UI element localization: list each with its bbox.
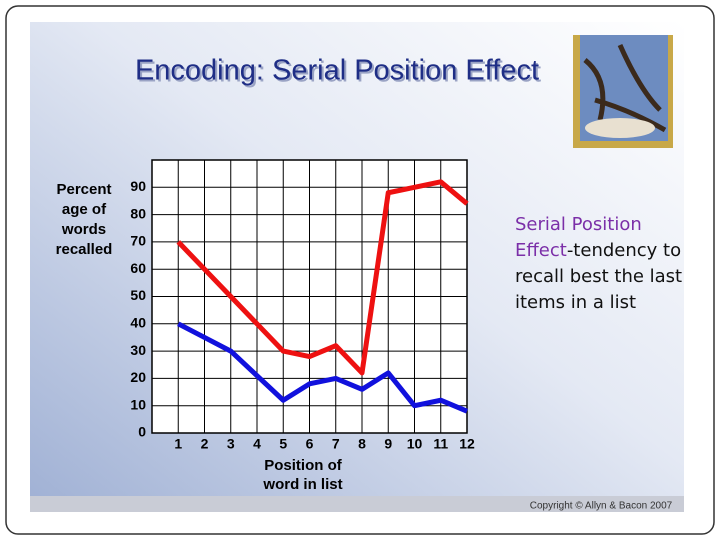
data-line bbox=[176, 179, 469, 376]
y-axis-label: age of bbox=[62, 201, 107, 218]
y-axis-label: words bbox=[61, 221, 106, 238]
data-line bbox=[177, 321, 468, 414]
footer-bar bbox=[30, 496, 684, 512]
x-tick-label: 4 bbox=[253, 436, 261, 452]
x-tick-label: 7 bbox=[332, 436, 340, 452]
y-tick-label: 20 bbox=[130, 369, 146, 385]
copyright: Copyright © Allyn & Bacon 2007 bbox=[530, 501, 673, 512]
y-tick-label: 70 bbox=[130, 233, 146, 249]
x-tick-label: 11 bbox=[433, 436, 448, 452]
title-shadow: Encoding: Serial Position Effect bbox=[137, 57, 541, 89]
y-axis-label: recalled bbox=[56, 241, 113, 258]
y-tick-label: 60 bbox=[130, 260, 146, 276]
side-note: Serial Position Effect-tendency to recal… bbox=[515, 212, 690, 316]
x-tick-label: 8 bbox=[358, 436, 366, 452]
y-axis-label: Percent bbox=[56, 181, 111, 198]
x-tick-label: 9 bbox=[384, 436, 392, 452]
y-tick-label: 40 bbox=[130, 315, 146, 331]
note-term: Serial Position Effect bbox=[515, 214, 642, 261]
x-axis-label: word in list bbox=[262, 476, 342, 493]
x-axis-label: Position of bbox=[264, 457, 342, 474]
y-tick-label: 10 bbox=[130, 396, 146, 412]
y-tick-label: 90 bbox=[130, 178, 146, 194]
x-tick-label: 5 bbox=[279, 436, 287, 452]
photo bbox=[573, 35, 673, 148]
slide-title: Encoding: Serial Position Effect bbox=[135, 55, 539, 87]
x-tick-label: 3 bbox=[227, 436, 235, 452]
x-tick-label: 12 bbox=[459, 436, 475, 452]
y-tick-label: 0 bbox=[138, 424, 146, 440]
y-tick-label: 80 bbox=[130, 205, 146, 221]
x-tick-label: 6 bbox=[306, 436, 314, 452]
y-tick-label: 50 bbox=[130, 287, 146, 303]
x-tick-label: 10 bbox=[407, 436, 423, 452]
note-text: -tendency to recall best the last items … bbox=[515, 240, 683, 313]
y-tick-label: 30 bbox=[130, 342, 146, 358]
x-tick-label: 2 bbox=[201, 436, 209, 452]
x-tick-label: 1 bbox=[174, 436, 182, 452]
